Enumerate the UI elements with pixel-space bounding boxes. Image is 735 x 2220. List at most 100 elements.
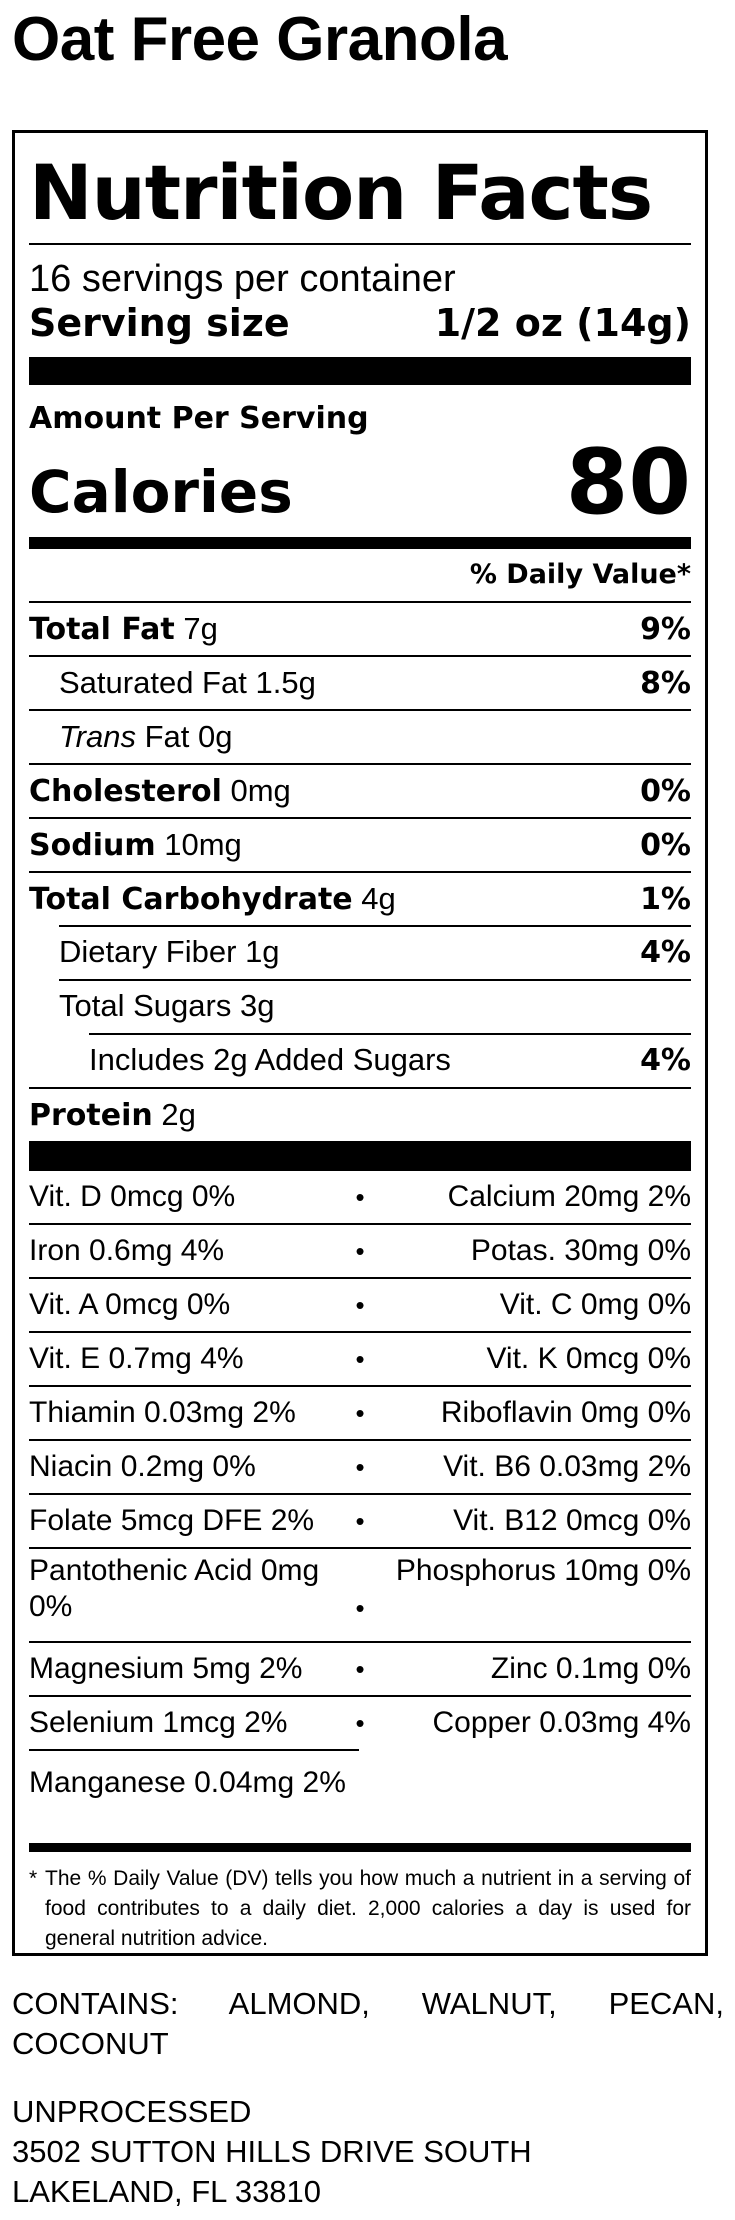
- vitamin-mineral-list: Vit. D 0mcg 0% • Calcium 20mg 2% Iron 0.…: [29, 1169, 691, 1843]
- company-address-line1: 3502 SUTTON HILLS DRIVE SOUTH: [12, 2134, 532, 2169]
- nutrient-amount: 7g: [183, 611, 218, 646]
- vitamin-left: Vit. D 0mcg 0%: [29, 1180, 236, 1213]
- vitamin-left: Pantothenic Acid 0mg 0%: [29, 1554, 320, 1623]
- vitamin-row: Magnesium 5mg 2% • Zinc 0.1mg 0%: [29, 1641, 691, 1695]
- bullet-separator: •: [355, 1397, 365, 1428]
- nutrient-row-cholesterol: Cholesterol 0mg 0%: [29, 763, 691, 817]
- nutrition-facts-heading: Nutrition Facts: [29, 148, 653, 237]
- nutrient-amount: 1g: [245, 934, 280, 969]
- nutrient-row-trans-fat: Trans Fat 0g: [29, 709, 691, 763]
- nutrient-row-sodium: Sodium 10mg 0%: [29, 817, 691, 871]
- vitamin-row: Folate 5mcg DFE 2% • Vit. B12 0mcg 0%: [29, 1493, 691, 1547]
- calories-value: 80: [565, 430, 691, 535]
- nutrient-row-total-sugars: Total Sugars 3g: [29, 979, 691, 1033]
- nutrition-facts-inner: Nutrition Facts 16 servings per containe…: [29, 133, 691, 1954]
- nutrient-amount: 3g: [239, 988, 275, 1023]
- nutrient-amount: 2g: [161, 1097, 196, 1132]
- vitamin-right: Calcium 20mg 2%: [447, 1180, 691, 1213]
- nutrition-facts-label: Nutrition Facts 16 servings per containe…: [12, 130, 708, 1956]
- amount-per-serving: Amount Per Serving: [29, 401, 369, 436]
- vitamin-row: Vit. E 0.7mg 4% • Vit. K 0mcg 0%: [29, 1331, 691, 1385]
- nutrient-dv: 8%: [640, 665, 691, 701]
- medium-divider: [29, 537, 691, 549]
- vitamin-row: Niacin 0.2mg 0% • Vit. B6 0.03mg 2%: [29, 1439, 691, 1493]
- vitamin-left: Iron 0.6mg 4%: [29, 1234, 225, 1267]
- nutrient-dv: 9%: [640, 611, 691, 647]
- nutrient-dv: 0%: [640, 773, 691, 809]
- nutrient-dv: 4%: [640, 934, 691, 970]
- nutrient-name: Includes 2g Added Sugars: [89, 1042, 451, 1077]
- vitamin-row: Pantothenic Acid 0mg 0% • Phosphorus 10m…: [29, 1547, 691, 1641]
- footnote-asterisk: *: [29, 1867, 38, 1890]
- daily-value-header: % Daily Value*: [469, 559, 691, 590]
- vitamin-row: Vit. A 0mcg 0% • Vit. C 0mg 0%: [29, 1277, 691, 1331]
- bullet-separator: •: [355, 1235, 365, 1266]
- vitamin-row: Vit. D 0mcg 0% • Calcium 20mg 2%: [29, 1169, 691, 1223]
- vitamin-right: Riboflavin 0mg 0%: [440, 1396, 691, 1429]
- vitamin-row: Thiamin 0.03mg 2% • Riboflavin 0mg 0%: [29, 1385, 691, 1439]
- vitamin-right: Phosphorus 10mg 0%: [395, 1554, 691, 1587]
- thick-divider: [29, 1141, 691, 1169]
- vitamin-row: Iron 0.6mg 4% • Potas. 30mg 0%: [29, 1223, 691, 1277]
- bullet-separator: •: [355, 1289, 365, 1320]
- calories-row: Calories 80: [29, 437, 691, 529]
- vitamin-right: Vit. K 0mcg 0%: [486, 1342, 691, 1375]
- bullet-separator: •: [355, 1707, 365, 1738]
- nutrient-amount: 10mg: [164, 827, 242, 862]
- nutrient-name-suffix: Fat: [144, 719, 190, 754]
- vitamin-right: Vit. C 0mg 0%: [499, 1288, 691, 1321]
- nutrient-row-saturated-fat: Saturated Fat 1.5g 8%: [29, 655, 691, 709]
- nutrient-dv: 1%: [640, 881, 691, 917]
- nutrient-amount: 1.5g: [255, 665, 316, 700]
- vitamin-right: Copper 0.03mg 4%: [432, 1706, 692, 1739]
- vitamin-left: Magnesium 5mg 2%: [29, 1652, 303, 1685]
- bullet-separator: •: [355, 1451, 365, 1482]
- nutrient-row-added-sugars: Includes 2g Added Sugars 4%: [29, 1033, 691, 1087]
- vitamin-row-manganese: Manganese 0.04mg 2%: [29, 1749, 359, 1843]
- nutrient-dv: 4%: [640, 1042, 691, 1078]
- product-title: Oat Free Granola: [12, 5, 508, 74]
- vitamin-left: Niacin 0.2mg 0%: [29, 1450, 256, 1483]
- nutrient-name: Sodium: [29, 828, 156, 863]
- bullet-separator: •: [355, 1593, 365, 1623]
- nutrient-name: Total Fat: [29, 612, 175, 647]
- nutrient-row-dietary-fiber: Dietary Fiber 1g 4%: [29, 925, 691, 979]
- nutrient-name: Saturated Fat: [59, 665, 247, 700]
- thick-divider: [29, 357, 691, 385]
- nutrient-dv: 0%: [640, 827, 691, 863]
- nutrient-row-total-carbohydrate: Total Carbohydrate 4g 1%: [29, 871, 691, 925]
- vitamin-left: Vit. A 0mcg 0%: [29, 1288, 231, 1321]
- bullet-separator: •: [355, 1505, 365, 1536]
- vitamin-right: Vit. B12 0mcg 0%: [453, 1504, 691, 1537]
- nutrient-name: Protein: [29, 1098, 153, 1133]
- nutrient-amount: 0g: [198, 719, 233, 754]
- nutrient-row-protein: Protein 2g: [29, 1087, 691, 1141]
- vitamin-right: Vit. B6 0.03mg 2%: [443, 1450, 691, 1483]
- medium-divider: [29, 1843, 691, 1852]
- serving-size-row: Serving size 1/2 oz (14g): [29, 301, 691, 345]
- nutrient-name: Trans: [59, 719, 136, 754]
- vitamin-left: Selenium 1mcg 2%: [29, 1706, 288, 1739]
- vitamin-right: Potas. 30mg 0%: [470, 1234, 691, 1267]
- vitamin-row: Selenium 1mcg 2% • Copper 0.03mg 4%: [29, 1695, 691, 1749]
- vitamin-left: Vit. E 0.7mg 4%: [29, 1342, 244, 1375]
- nutrient-name: Total Sugars: [59, 988, 232, 1023]
- company-address-line2: LAKELAND, FL 33810: [12, 2174, 322, 2209]
- serving-size-label: Serving size: [29, 301, 290, 345]
- vitamin-left: Thiamin 0.03mg 2%: [29, 1396, 296, 1429]
- allergen-statement: CONTAINS: ALMOND, WALNUT, PECAN, COCONUT: [12, 1986, 724, 2061]
- calories-label: Calories: [29, 458, 293, 526]
- nutrient-name: Cholesterol: [29, 774, 222, 809]
- servings-per-container: 16 servings per container: [29, 258, 456, 300]
- bullet-separator: •: [355, 1653, 365, 1684]
- bullet-separator: •: [355, 1343, 365, 1374]
- nutrient-amount: 4g: [361, 881, 396, 916]
- manufacturer-info: UNPROCESSED 3502 SUTTON HILLS DRIVE SOUT…: [12, 2092, 532, 2212]
- company-name: UNPROCESSED: [12, 2094, 252, 2129]
- bullet-separator: •: [355, 1181, 365, 1212]
- nutrient-name: Dietary Fiber: [59, 934, 237, 969]
- divider: [29, 243, 691, 245]
- nutrient-name: Total Carbohydrate: [29, 882, 353, 917]
- vitamin-left: Folate 5mcg DFE 2%: [29, 1504, 315, 1537]
- serving-size-value: 1/2 oz (14g): [434, 301, 691, 345]
